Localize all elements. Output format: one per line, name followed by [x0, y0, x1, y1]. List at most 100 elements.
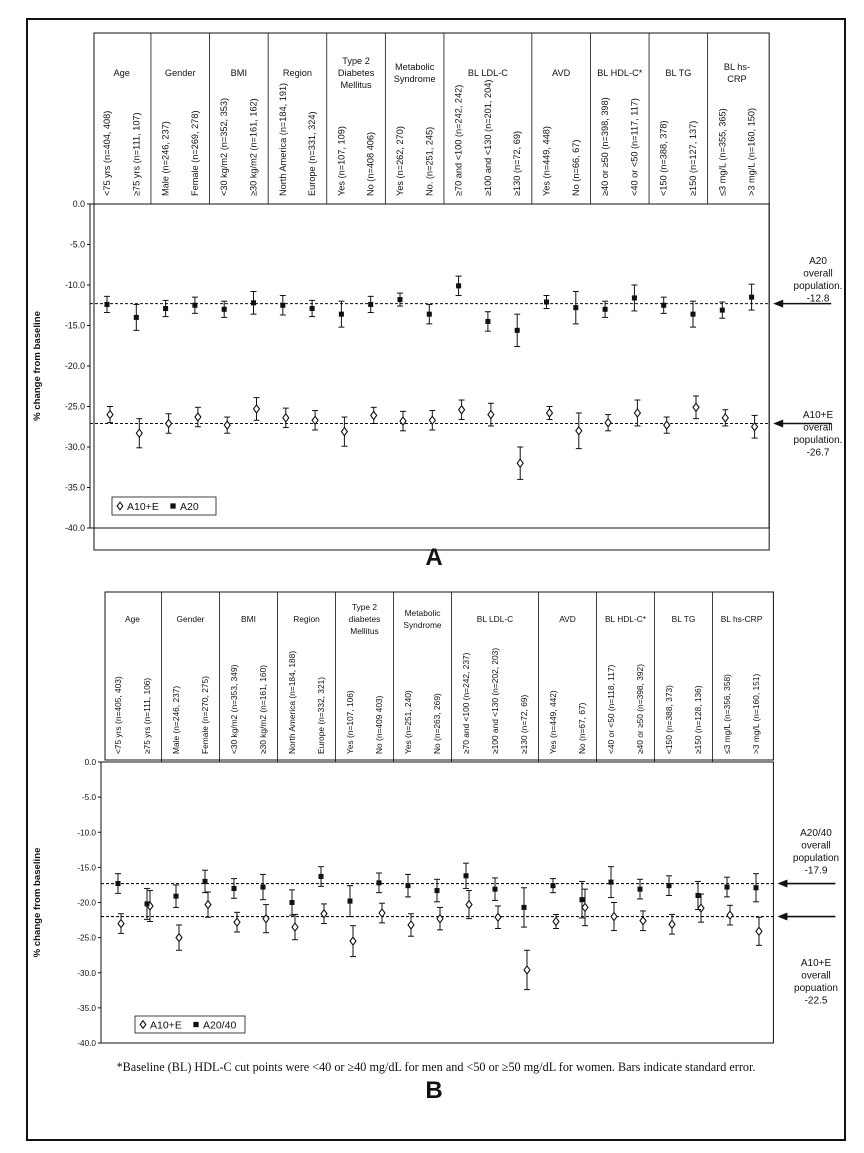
point-a10e: [692, 402, 700, 413]
group-title: BMI: [231, 68, 247, 78]
point-a20: [202, 878, 208, 884]
reference-arrowhead: [773, 299, 784, 308]
group-title: Region: [293, 614, 320, 624]
reference-label-line: A10+E: [803, 410, 834, 421]
group-title: BL HDL-C*: [597, 68, 643, 78]
category-label: <30 kg/m2 (n=353, 349): [229, 664, 239, 754]
point-a10e: [194, 412, 202, 422]
category-label: ≤3 mg/L (n=355, 365): [717, 108, 727, 196]
y-tick-label: -20.0: [77, 899, 96, 908]
category-label: Female (n=270, 275): [200, 676, 210, 754]
reference-label-line: A10+E: [801, 958, 832, 969]
point-a10e: [610, 911, 618, 922]
point-a10e: [252, 404, 261, 414]
category-label: ≥150 (n=127, 137): [688, 121, 698, 196]
point-a20: [602, 306, 608, 312]
y-tick-label: -5.0: [70, 240, 85, 250]
group-title: Metabolic Syndrome: [403, 608, 442, 630]
y-tick-label: -25.0: [77, 934, 96, 943]
y-tick-label: -40.0: [77, 1039, 96, 1048]
group-title: Gender: [165, 68, 196, 78]
group-title-line: diabetes: [349, 614, 381, 624]
point-a20: [397, 297, 403, 303]
point-a10e: [457, 404, 466, 415]
point-a10e: [370, 410, 378, 421]
point-a20: [753, 885, 759, 891]
point-a20: [250, 300, 257, 306]
group-title-line: Syndrome: [403, 620, 442, 630]
point-a20: [550, 883, 556, 889]
group-title: Age: [125, 614, 140, 624]
point-a20: [405, 883, 411, 889]
category-label: ≥40 or ≥50 (n=398, 398): [600, 97, 610, 196]
y-axis-label: % change from baseline: [32, 311, 43, 421]
panel-label: A: [425, 544, 442, 571]
category-label: Europe (n=331, 324): [307, 111, 317, 196]
category-label: Female (n=269, 278): [190, 110, 200, 196]
point-a20: [231, 885, 237, 891]
point-a10e: [291, 922, 299, 933]
point-a20: [376, 880, 382, 886]
y-axis-label: % change from baseline: [32, 848, 43, 958]
group-title-line: BL TG: [672, 614, 696, 624]
point-a20: [579, 897, 585, 903]
point-a20: [719, 307, 725, 313]
point-a10e: [399, 416, 407, 426]
category-label: >3 mg/L (n=160, 150): [747, 108, 757, 196]
group-title: AVD: [552, 68, 571, 78]
point-a10e: [436, 913, 444, 924]
category-label: ≥30 kg/m2 (n=161, 160): [258, 665, 268, 754]
category-label: ≥75 yrs (n=111, 106): [142, 678, 152, 754]
category-label: <150 (n=388, 373): [664, 685, 674, 754]
point-a20: [492, 886, 498, 892]
point-a20: [426, 311, 432, 317]
reference-label-line: overall: [801, 841, 830, 852]
category-label: No (n=67, 67): [577, 702, 587, 754]
point-a20: [260, 884, 266, 890]
point-a20: [133, 314, 139, 320]
group-title: Gender: [177, 614, 205, 624]
group-title: BL hs-CRP: [721, 614, 763, 624]
category-label: Europe (n=332, 321): [316, 677, 326, 754]
point-a20: [514, 327, 520, 333]
group-title: BL HDL-C*: [605, 614, 647, 624]
point-a10e: [378, 908, 386, 918]
reference-label-line: -22.5: [805, 996, 828, 1007]
reference-label: A20 overall population. -12.8: [794, 256, 843, 305]
point-a20: [173, 893, 179, 899]
category-label: ≥40 or ≥50 (n=398, 392): [635, 664, 645, 754]
y-tick-label: 0.0: [73, 199, 85, 209]
group-title-line: Region: [283, 68, 312, 78]
point-a10e: [204, 899, 212, 910]
point-a10e: [340, 426, 349, 437]
category-label: Yes (n=449, 442): [548, 690, 558, 754]
y-tick-label: 0.0: [85, 758, 97, 767]
reference-label-line: -17.9: [805, 866, 828, 877]
group-title-line: BL HDL-C*: [605, 614, 647, 624]
group-title-line: Metabolic: [395, 62, 435, 72]
group-title-line: Mellitus: [350, 626, 378, 636]
point-a20: [115, 881, 121, 887]
reference-arrowhead: [773, 419, 784, 428]
point-a20: [695, 892, 701, 898]
category-label: ≥30 kg/m2 (n=161, 162): [249, 98, 259, 196]
group-title: Age: [113, 68, 129, 78]
point-a10e: [750, 421, 759, 432]
category-label: No (n=66, 67): [571, 140, 581, 196]
group-title: BL TG: [665, 68, 691, 78]
group-title: BMI: [241, 614, 256, 624]
reference-arrowhead: [777, 912, 788, 921]
point-a10e: [668, 919, 676, 930]
category-label: ≥100 and <130 (n=201, 204): [483, 80, 493, 196]
category-label: <75 yrs (n=404, 408): [102, 111, 112, 196]
reference-label-line: popuation: [794, 983, 838, 994]
group-title-line: Age: [125, 614, 140, 624]
category-label: <40 or <50 (n=117, 117): [629, 98, 639, 196]
point-a10e: [262, 913, 270, 924]
point-a10e: [117, 918, 125, 929]
category-label: Yes (n=251, 240): [403, 690, 413, 754]
point-a10e: [697, 903, 705, 914]
category-label: Yes (n=107, 109): [336, 126, 346, 196]
group-title: BL hs-CRP: [724, 62, 750, 84]
category-label: <30 kg/m2 (n=352, 353): [219, 98, 229, 196]
